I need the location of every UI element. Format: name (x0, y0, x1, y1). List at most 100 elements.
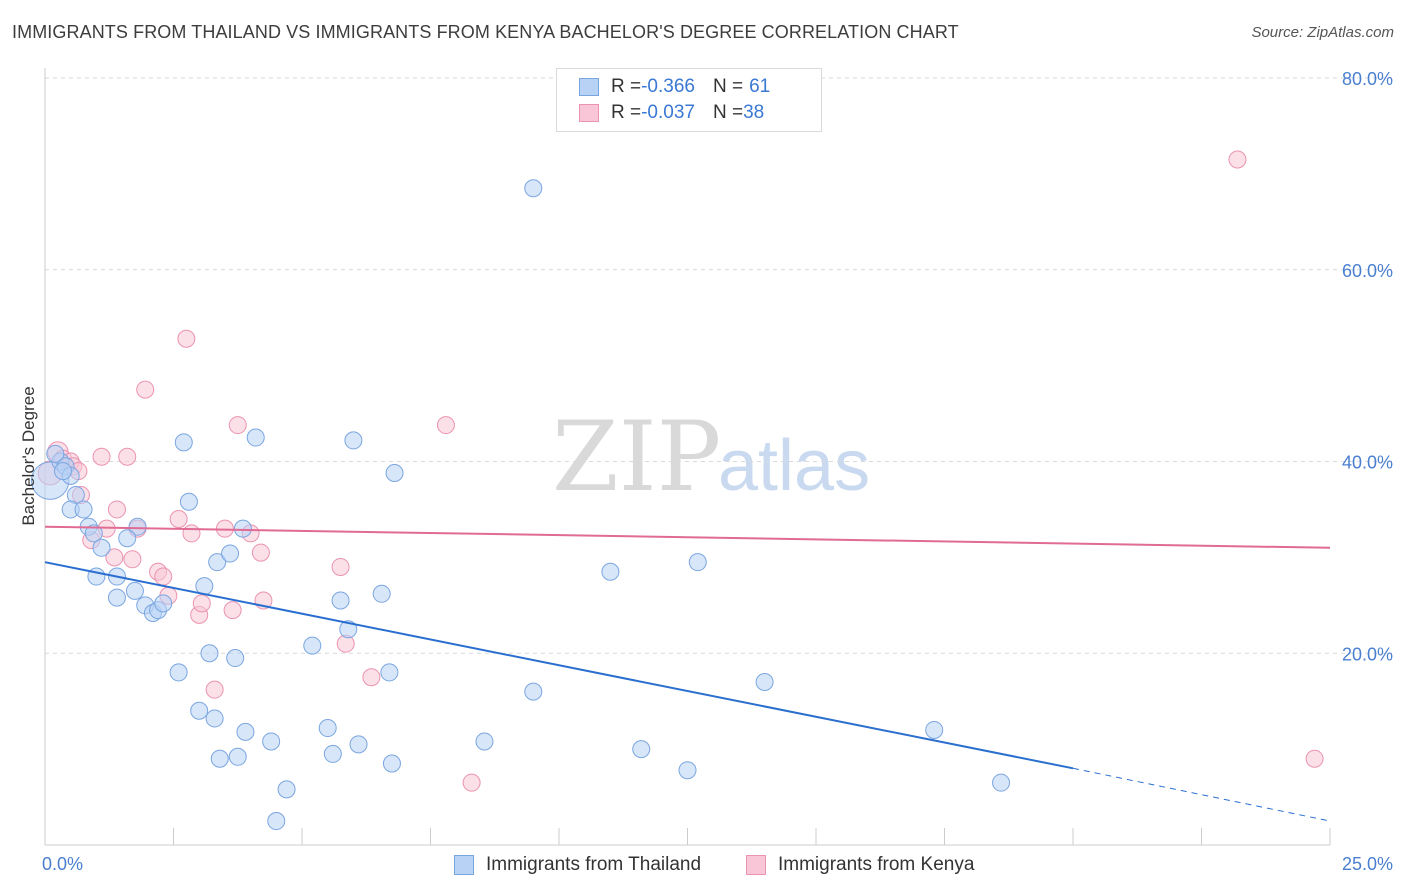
thailand-point (372, 584, 391, 603)
kenya-swatch (579, 104, 599, 122)
axes (44, 68, 1331, 846)
kenya-point (1228, 150, 1247, 169)
kenya-legend-swatch (746, 855, 766, 875)
kenya-point (169, 510, 188, 529)
thailand-point (221, 544, 240, 563)
thailand-point (179, 492, 198, 511)
kenya-point (92, 447, 111, 466)
watermark-atlas: atlas (718, 426, 870, 506)
thailand-point (125, 581, 144, 600)
kenya-point (228, 416, 247, 435)
thailand-legend-swatch (454, 855, 474, 875)
thailand-point (992, 773, 1011, 792)
thailand-point (84, 524, 103, 543)
y-tick-label: 20.0% (1342, 644, 1393, 664)
kenya-point (362, 668, 381, 687)
kenya-point (436, 416, 455, 435)
chart-title: IMMIGRANTS FROM THAILAND VS IMMIGRANTS F… (12, 22, 959, 42)
source-label: Source: ZipAtlas.com (1251, 24, 1394, 41)
thailand-n-label: N = (712, 76, 744, 97)
y-tick-label: 40.0% (1342, 453, 1393, 473)
y-tick-label: 80.0% (1342, 69, 1393, 89)
thailand-point (205, 709, 224, 728)
thailand-r-value: -0.366 (641, 76, 695, 97)
grid-lines (45, 77, 1392, 654)
thailand-r-label: R = (611, 76, 642, 97)
kenya-r-value: -0.037 (641, 102, 695, 123)
kenya-legend-label: Immigrants from Kenya (778, 854, 975, 875)
tick-labels: 20.0% 40.0% 60.0% 80.0% 0.0% 25.0% (42, 69, 1393, 874)
kenya-point (223, 601, 242, 620)
thailand-point (107, 588, 126, 607)
kenya-trend-line (44, 525, 1331, 549)
kenya-point (462, 773, 481, 792)
thailand-point (601, 562, 620, 581)
thailand-point (323, 744, 342, 763)
y-axis-label: Bachelor's Degree (19, 386, 38, 525)
thailand-point (339, 620, 358, 639)
thailand-point (226, 649, 245, 668)
kenya-point (331, 557, 350, 576)
thailand-point (208, 553, 227, 572)
legend-row-kenya: R = -0.037 N = 38 (579, 100, 764, 126)
thailand-point (154, 594, 173, 613)
thailand-point (267, 812, 286, 831)
thailand-point (236, 722, 255, 741)
thailand-point (46, 444, 65, 463)
trend-lines (44, 525, 1331, 822)
kenya-point (118, 447, 137, 466)
thailand-point (200, 644, 219, 663)
kenya-point (105, 548, 124, 567)
thailand-point (262, 732, 281, 751)
thailand-point (210, 749, 229, 768)
kenya-point (123, 550, 142, 569)
thailand-legend-label: Immigrants from Thailand (486, 854, 702, 875)
watermark-zip: ZIP (552, 401, 721, 513)
kenya-r-label: R = (611, 102, 642, 123)
x-tick-label: 0.0% (42, 854, 83, 874)
thailand-swatch (579, 78, 599, 96)
thailand-point (174, 433, 193, 452)
thailand-point (190, 701, 209, 720)
kenya-n-value: 38 (743, 102, 765, 123)
y-tick-label: 60.0% (1342, 261, 1393, 281)
correlation-legend: R = -0.366 N = 61 R = -0.037 N = 38 (556, 68, 822, 132)
thailand-point (128, 517, 147, 536)
thailand-point (318, 719, 337, 738)
x-tick-label: 25.0% (1342, 854, 1393, 874)
bottom-legend-thailand: Immigrants from Thailand (454, 852, 701, 878)
thailand-point (385, 464, 404, 483)
thailand-point (233, 519, 252, 538)
thailand-point (74, 500, 93, 519)
thailand-point (169, 663, 188, 682)
thailand-trend-line (44, 561, 1074, 770)
thailand-point (349, 735, 368, 754)
watermark: ZIP atlas (552, 401, 870, 513)
kenya-point (154, 567, 173, 586)
thailand-point (380, 663, 399, 682)
thailand-trend-extension (1072, 767, 1331, 822)
kenya-point (182, 524, 201, 543)
thailand-point (246, 428, 265, 447)
kenya-point (251, 543, 270, 562)
thailand-point (344, 431, 363, 450)
thailand-point (755, 673, 774, 692)
thailand-point (118, 529, 137, 548)
kenya-point (205, 680, 224, 699)
thailand-point (277, 780, 296, 799)
kenya-point (1305, 749, 1324, 768)
thailand-point (524, 682, 543, 701)
thailand-point (678, 761, 697, 780)
legend-row-thailand: R = -0.366 N = 61 (579, 74, 770, 100)
kenya-point (192, 594, 211, 613)
bottom-legend-kenya: Immigrants from Kenya (746, 852, 974, 878)
thailand-point (524, 179, 543, 198)
thailand-point (382, 754, 401, 773)
kenya-point (136, 380, 155, 399)
kenya-point (107, 500, 126, 519)
thailand-point (303, 636, 322, 655)
thailand-points (30, 179, 1011, 831)
thailand-n-value: 61 (749, 76, 771, 97)
thailand-point (331, 591, 350, 610)
